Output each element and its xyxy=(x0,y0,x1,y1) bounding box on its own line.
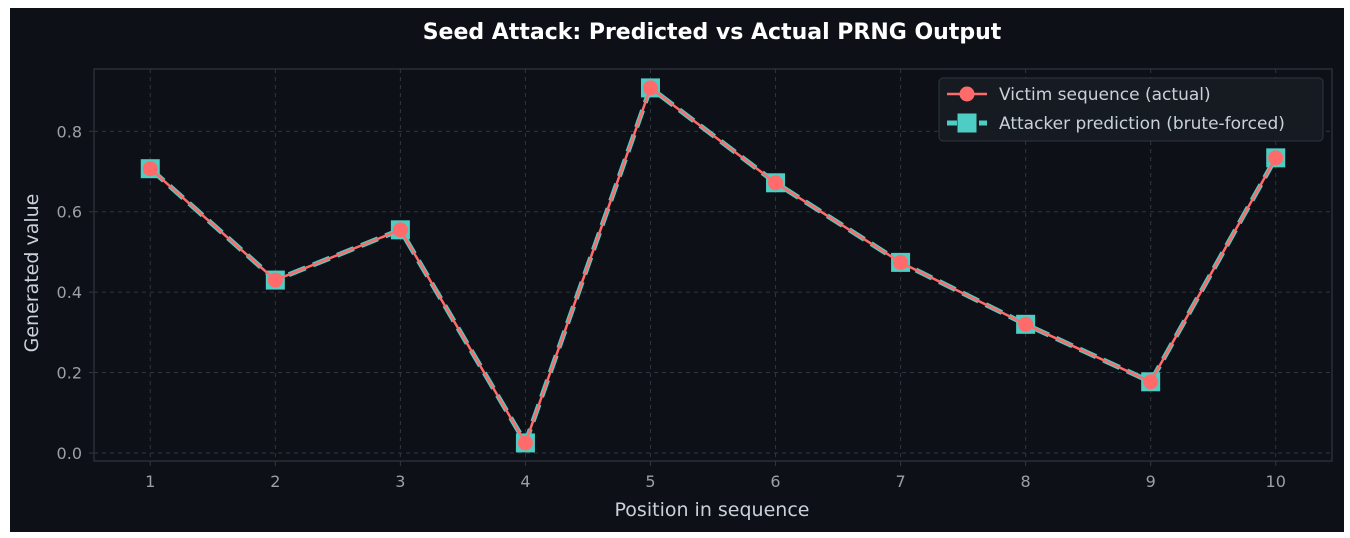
y-tick-label: 0.4 xyxy=(57,283,82,302)
y-tick-label: 0.8 xyxy=(57,122,82,141)
legend-swatch-attacker-marker xyxy=(957,113,977,133)
data-point-victim xyxy=(768,175,784,191)
data-point-victim xyxy=(142,161,158,177)
data-point-victim xyxy=(392,222,408,238)
x-tick-label: 6 xyxy=(770,472,780,491)
chart-title: Seed Attack: Predicted vs Actual PRNG Ou… xyxy=(423,20,1002,45)
data-point-victim xyxy=(1143,374,1159,390)
legend: Victim sequence (actual) Attacker predic… xyxy=(938,77,1324,142)
y-tick-label: 0.6 xyxy=(57,203,82,222)
series-layer xyxy=(140,78,1286,453)
legend-entry-attacker: Attacker prediction (brute-forced) xyxy=(947,113,1285,134)
x-tick-label: 3 xyxy=(395,472,405,491)
data-point-victim xyxy=(1268,150,1284,166)
chart-figure: Seed Attack: Predicted vs Actual PRNG Ou… xyxy=(10,8,1344,532)
legend-label-victim: Victim sequence (actual) xyxy=(999,85,1211,105)
y-tick-label: 0.0 xyxy=(57,444,82,463)
x-tick-label: 4 xyxy=(520,472,530,491)
x-axis-label: Position in sequence xyxy=(615,499,810,521)
x-tick-label: 1 xyxy=(145,472,155,491)
axis-ticks: 1 2 3 4 5 6 7 8 9 10 0.0 0.2 0.4 0.6 0.8 xyxy=(57,122,1286,491)
legend-label-attacker: Attacker prediction (brute-forced) xyxy=(999,114,1285,134)
data-point-victim xyxy=(642,80,658,96)
x-tick-label: 7 xyxy=(895,472,905,491)
data-point-victim xyxy=(517,435,533,451)
x-tick-label: 2 xyxy=(270,472,280,491)
legend-box xyxy=(938,77,1324,142)
data-point-victim xyxy=(1018,316,1034,332)
x-tick-label: 9 xyxy=(1146,472,1156,491)
y-tick-label: 0.2 xyxy=(57,364,82,383)
series-line-victim xyxy=(149,86,1277,445)
line-chart: Seed Attack: Predicted vs Actual PRNG Ou… xyxy=(21,20,1333,521)
x-tick-label: 5 xyxy=(645,472,655,491)
data-point-victim xyxy=(893,254,909,270)
x-tick-label: 8 xyxy=(1021,472,1031,491)
plot-area xyxy=(93,68,1333,462)
legend-entry-victim: Victim sequence (actual) xyxy=(947,85,1211,105)
x-tick-label: 10 xyxy=(1266,472,1286,491)
y-axis-label: Generated value xyxy=(21,194,43,353)
legend-swatch-victim-marker xyxy=(959,86,975,102)
data-point-victim xyxy=(267,272,283,288)
